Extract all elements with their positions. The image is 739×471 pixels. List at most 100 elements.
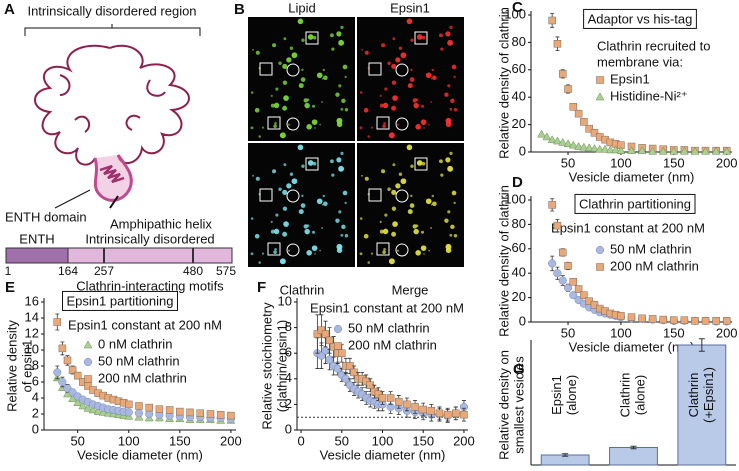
y-axis-label: Relative density on <box>496 350 511 460</box>
spot <box>258 261 261 264</box>
marker <box>638 314 646 323</box>
spot <box>304 228 310 235</box>
spot <box>431 194 435 198</box>
category-label: Clathrin <box>617 373 632 418</box>
x-tick-label: 150 <box>412 433 434 448</box>
marker <box>670 316 678 324</box>
spot <box>301 38 305 42</box>
spot <box>379 220 382 223</box>
spot <box>323 75 328 81</box>
panel-letter: G <box>513 361 525 378</box>
x-tick-label: 50 <box>561 325 575 340</box>
spot <box>321 203 324 206</box>
marker <box>395 398 403 406</box>
marker <box>145 403 153 412</box>
spot <box>323 201 328 207</box>
spot <box>307 34 314 40</box>
chart-title: Adaptor vs his-tag <box>588 11 693 26</box>
roi-box <box>305 157 319 171</box>
spot <box>279 132 286 139</box>
marker <box>155 405 164 413</box>
spot <box>423 253 425 255</box>
spot <box>359 252 363 256</box>
spot <box>449 25 453 29</box>
roi-box <box>368 62 382 76</box>
marker <box>548 16 556 25</box>
marker <box>574 109 583 118</box>
x-tick-label: 150 <box>663 155 685 170</box>
marker <box>547 135 557 143</box>
spot <box>440 173 444 177</box>
bar <box>677 344 727 466</box>
spot <box>420 104 425 108</box>
marker <box>374 390 383 398</box>
spot <box>382 102 389 109</box>
marker <box>701 146 710 155</box>
helix <box>99 164 125 184</box>
marker <box>452 409 460 418</box>
y-tick-label: 60 <box>512 240 526 255</box>
x-tick-label: 200 <box>220 433 242 448</box>
spot <box>396 249 400 252</box>
spot <box>379 229 384 234</box>
spot <box>301 194 304 198</box>
marker <box>176 407 184 416</box>
spot <box>379 103 384 108</box>
spot <box>430 227 433 229</box>
marker <box>53 318 62 326</box>
spot <box>322 68 326 72</box>
marker <box>679 146 689 155</box>
spot <box>273 228 280 235</box>
marker <box>616 146 626 154</box>
y-tick-label: 20 <box>512 289 526 304</box>
y-axis-label: Relative density of clathrin <box>496 7 511 159</box>
spot <box>388 258 395 265</box>
roi-circle <box>286 117 300 131</box>
roi-box <box>414 157 428 171</box>
legend-label: 200 nM clathrin <box>610 258 699 273</box>
spot <box>321 101 324 103</box>
spot <box>415 224 419 228</box>
spot <box>314 253 316 255</box>
marker <box>58 377 67 387</box>
spot <box>287 249 291 252</box>
x-tick-label: 150 <box>663 325 685 340</box>
y-tick-label: 8 <box>32 357 39 372</box>
spot <box>273 124 277 128</box>
spot <box>255 176 260 181</box>
spot <box>274 122 277 125</box>
marker <box>83 403 93 412</box>
y-axis-label: (clathrin/epsin1) <box>274 320 289 413</box>
residue: 480 <box>183 264 203 278</box>
spot <box>445 31 451 37</box>
marker <box>574 142 584 150</box>
roi-box <box>259 62 273 76</box>
pointer <box>109 195 119 209</box>
spot <box>335 92 340 97</box>
region-label: Intrinsically disordered region <box>27 3 196 18</box>
spot <box>447 39 454 46</box>
spot <box>252 174 255 177</box>
spot <box>273 102 280 109</box>
spot <box>395 57 401 63</box>
y-axis-label: Relative stoichiometry <box>259 302 274 430</box>
spot <box>398 172 403 176</box>
x-tick-label: 100 <box>610 325 632 340</box>
spot <box>344 75 347 79</box>
y-tick-label: 12 <box>25 325 39 340</box>
series <box>537 129 732 155</box>
roi-circle <box>395 243 409 257</box>
category-label: (+Epsin1) <box>701 367 716 423</box>
spot <box>432 201 437 207</box>
marker <box>558 137 568 146</box>
spot <box>379 94 382 97</box>
roi-box <box>376 242 390 256</box>
y-axis-label: smallest vesicles <box>511 356 526 454</box>
subtitle: Epsin1 constant at 200 nM <box>551 220 705 235</box>
marker <box>73 371 82 380</box>
roi-box <box>368 188 382 202</box>
marker <box>553 269 562 278</box>
spot <box>395 183 401 189</box>
marker <box>600 144 610 153</box>
